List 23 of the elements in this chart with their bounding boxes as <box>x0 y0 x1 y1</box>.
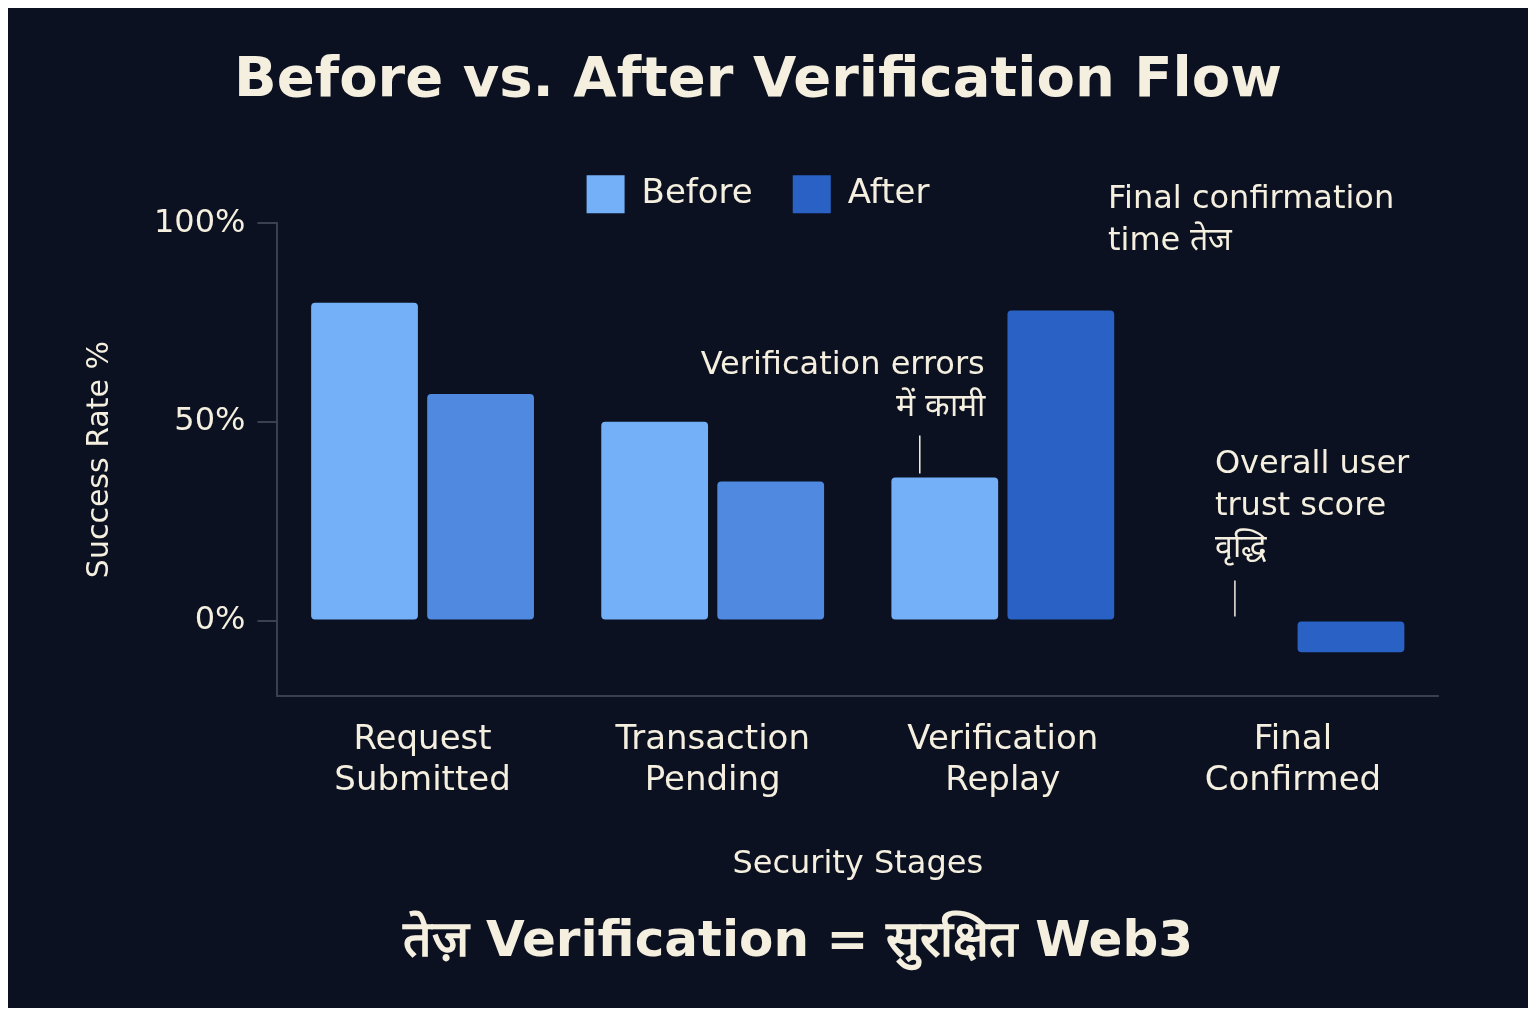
x-tick-label: Final Confirmed <box>1204 717 1382 799</box>
text: तेज़ Verification = सुरक्षित Web3 <box>401 909 1193 971</box>
bar <box>601 421 709 620</box>
y-axis-title: Success Rate % <box>79 341 115 579</box>
y-tick-label: 0% <box>194 598 246 637</box>
annotation: Overall user trust score वृद्धि <box>1214 442 1411 566</box>
bar <box>1297 621 1405 653</box>
annotation: Final confirmation time तेज <box>1108 177 1395 258</box>
x-tick-label: Transaction Pending <box>614 717 810 799</box>
x-tick-label: Verification Replay <box>907 717 1099 799</box>
bar <box>427 394 534 620</box>
bar <box>891 477 999 620</box>
legend-label: After <box>847 171 930 212</box>
bar <box>717 481 825 620</box>
legend-label: Before <box>641 171 753 212</box>
annotation: Verification errors में कामी <box>700 343 986 424</box>
chart-title: Before vs. After Verification Flow <box>234 44 1282 110</box>
y-tick-label: 100% <box>154 201 246 240</box>
x-tick-label: Request Submitted <box>334 717 511 799</box>
y-tick-label: 50% <box>174 400 246 439</box>
bar <box>1007 310 1115 620</box>
bar <box>311 302 418 620</box>
x-axis-title: Security Stages <box>732 843 984 882</box>
